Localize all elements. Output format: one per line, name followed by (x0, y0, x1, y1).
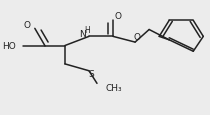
Text: H: H (84, 26, 90, 35)
Text: HO: HO (2, 42, 16, 51)
Text: O: O (23, 21, 30, 30)
Text: CH₃: CH₃ (105, 83, 122, 92)
Text: S: S (88, 69, 94, 78)
Text: N: N (80, 30, 86, 39)
Text: O: O (134, 33, 141, 42)
Text: O: O (114, 12, 122, 21)
